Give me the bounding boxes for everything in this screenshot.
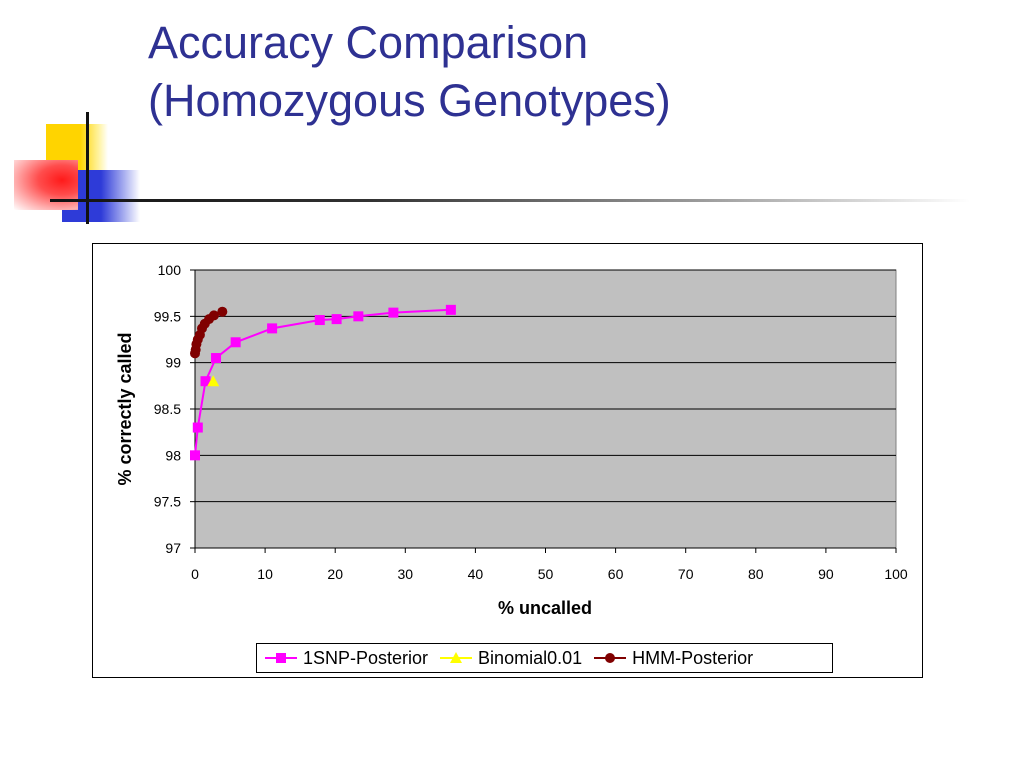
- y-tick-label: 99.5: [154, 308, 181, 324]
- chart-legend: 1SNP-Posterior Binomial0.01 HMM-Posterio…: [256, 643, 833, 673]
- y-tick-label: 100: [158, 262, 182, 278]
- data-point: [331, 314, 342, 325]
- legend-item-hmm: HMM-Posterior: [592, 648, 753, 669]
- series-0: [190, 304, 456, 461]
- axes: 97 97.5 98 98.5 99 99.5 100 0 10 20 30 40 50 60 70 80 90…: [154, 262, 908, 582]
- x-tick-label: 30: [398, 566, 414, 582]
- series-layer: [190, 304, 456, 461]
- legend-label-hmm: HMM-Posterior: [632, 647, 754, 668]
- y-tick-label: 97.5: [154, 494, 181, 510]
- data-point: [190, 450, 200, 461]
- legend-label-1snp: 1SNP-Posterior: [303, 647, 429, 668]
- y-axis-title: % correctly called: [115, 332, 135, 485]
- x-tick-label: 90: [818, 566, 834, 582]
- data-point: [445, 304, 456, 315]
- series-2: [190, 306, 228, 359]
- x-tick-label: 50: [538, 566, 554, 582]
- y-tick-label: 98.5: [154, 401, 181, 417]
- legend-item-binomial: Binomial0.01: [438, 648, 582, 669]
- data-point: [211, 353, 222, 364]
- legend-label-binomial: Binomial0.01: [478, 647, 583, 668]
- data-point: [267, 323, 278, 334]
- data-point: [353, 311, 364, 322]
- data-point: [208, 310, 219, 321]
- x-axis-title: % uncalled: [498, 598, 592, 618]
- data-point: [314, 315, 325, 326]
- legend-item-1snp: 1SNP-Posterior: [263, 648, 428, 669]
- x-tick-label: 80: [748, 566, 764, 582]
- x-tick-label: 100: [884, 566, 908, 582]
- square-marker-icon: [265, 653, 297, 663]
- series-1: [207, 375, 220, 387]
- slide-title: Accuracy Comparison (Homozygous Genotype…: [148, 14, 1008, 130]
- title-underline: [50, 199, 970, 202]
- data-point: [388, 307, 399, 318]
- data-point: [192, 422, 203, 433]
- data-point: [207, 375, 220, 387]
- x-tick-label: 10: [257, 566, 273, 582]
- slide-title-line2: (Homozygous Genotypes): [148, 75, 671, 126]
- x-tick-label: 70: [678, 566, 694, 582]
- x-tick-label: 60: [608, 566, 624, 582]
- data-point: [230, 337, 241, 348]
- slide-title-line1: Accuracy Comparison: [148, 17, 589, 68]
- data-point: [200, 376, 211, 387]
- x-tick-label: 0: [191, 566, 199, 582]
- circle-marker-icon: [594, 653, 627, 663]
- x-tick-label: 20: [327, 566, 343, 582]
- data-point: [217, 306, 228, 317]
- decor-vertical-line: [86, 112, 89, 224]
- y-tick-label: 99: [165, 355, 181, 371]
- y-tick-label: 97: [165, 540, 181, 556]
- y-tick-label: 98: [165, 447, 181, 463]
- triangle-marker-icon: [440, 652, 473, 663]
- x-tick-label: 40: [468, 566, 484, 582]
